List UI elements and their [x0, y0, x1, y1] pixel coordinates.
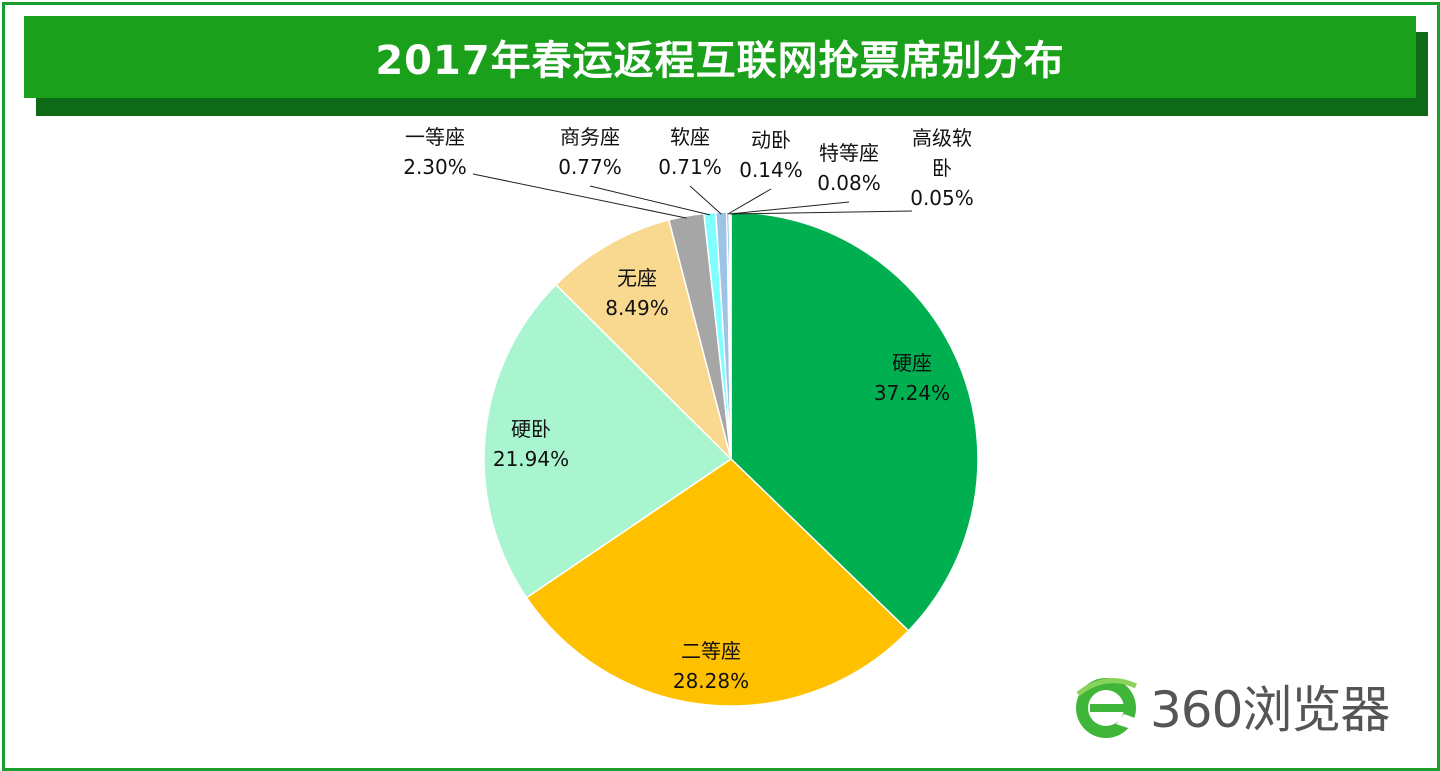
pie-slice-无座	[554, 219, 733, 462]
leader-line-一等座	[472, 173, 687, 219]
brand-name: 360浏览器	[1150, 681, 1390, 739]
slice-label-一等座: 一等座 2.30%	[403, 125, 467, 179]
pie-slice-高级软卧	[729, 211, 732, 460]
slice-label-硬卧: 硬卧 21.94%	[493, 417, 569, 471]
slice-label-高级软卧: 高级软卧 0.05%	[910, 126, 974, 210]
slice-label-二等座: 二等座 28.28%	[673, 639, 749, 693]
slice-label-硬座: 硬座 37.24%	[874, 351, 950, 405]
slice-label-动卧: 动卧 0.14%	[739, 128, 803, 182]
leader-lines	[472, 173, 913, 219]
pie-slice-硬卧	[483, 283, 733, 599]
chart-title: 2017年春运返程互联网抢票席别分布	[375, 38, 1065, 84]
brand-logo: 360浏览器	[1070, 664, 1410, 748]
slice-label-软座: 软座 0.71%	[658, 125, 722, 179]
leader-line-特等座	[729, 201, 850, 215]
pie-slices	[483, 211, 979, 707]
leader-line-动卧	[727, 188, 772, 215]
pie-slice-二等座	[525, 458, 910, 707]
leader-line-软座	[689, 185, 722, 215]
title-banner: 2017年春运返程互联网抢票席别分布	[24, 16, 1416, 98]
slice-label-特等座: 特等座 0.08%	[817, 141, 881, 195]
e-logo-icon	[1076, 678, 1140, 738]
slice-label-无座: 无座 8.49%	[605, 266, 669, 320]
pie-slice-硬座	[730, 211, 979, 632]
leader-line-商务座	[589, 185, 711, 216]
slice-labels: 硬座 37.24% 二等座 28.28% 硬卧 21.94% 无座 8.49% 一等座 2.30%…	[403, 125, 974, 693]
slice-label-商务座: 商务座 0.77%	[558, 125, 622, 179]
leader-line-高级软卧	[730, 210, 913, 215]
